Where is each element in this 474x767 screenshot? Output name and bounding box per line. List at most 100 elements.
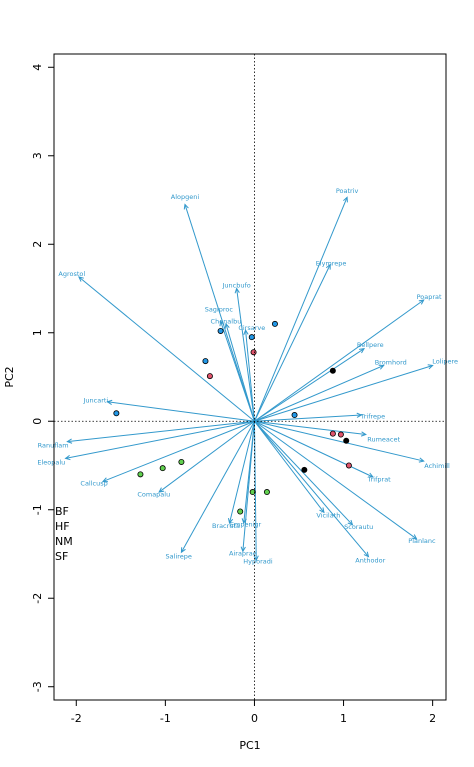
species-label-juncarti: Juncarti [82, 397, 108, 405]
species-label-elymrepe: Elymrepe [316, 259, 347, 267]
arrow-head-callcusp [101, 477, 109, 483]
point-sf [217, 327, 224, 334]
arrow-juncbufo [236, 288, 255, 422]
y-axis-title: PC2 [3, 366, 16, 387]
point-bf [343, 437, 350, 444]
species-label-lolipere: Lolipere [432, 358, 458, 366]
y-tick-label: 3 [31, 152, 44, 159]
point-nm [249, 489, 256, 496]
x-tick-label: 2 [429, 712, 436, 725]
arrow-head-trifprat [367, 472, 374, 478]
arrow-head-planlanc [411, 534, 418, 540]
point-hf [329, 430, 336, 437]
species-label-bracruta: Bracruta [212, 522, 240, 530]
group-label-nm: NM [55, 535, 73, 548]
arrow-head-chenalbu [224, 322, 230, 329]
species-label-trifrepe: Trifrepe [360, 412, 385, 420]
point-bf [329, 367, 336, 374]
axes: -2 -1 0 1 2 -3 -2 -1 0 1 2 3 4 [31, 53, 447, 725]
point-sf [202, 358, 209, 365]
arrow-head-bellpere [359, 348, 365, 354]
arrow-head-anthodor [363, 551, 370, 558]
point-nm [237, 508, 244, 515]
y-tick-label: -1 [31, 504, 44, 515]
arrow-airaprae [242, 421, 255, 552]
arrow-head-bracruta [227, 518, 234, 525]
point-sf [248, 334, 255, 341]
arrow-anthodor [254, 420, 369, 557]
group-labels: BF HF NM SF [55, 505, 73, 563]
arrow-head-comapalu [158, 487, 165, 493]
x-tick-label: -1 [160, 712, 171, 725]
arrow-chenalbu [225, 323, 255, 422]
arrow-vicilath [254, 420, 325, 513]
arrow-head-salirepe [180, 547, 186, 554]
arrow-head-alopgeni [183, 203, 189, 210]
arrow-head-juncarti [106, 399, 113, 405]
arrow-head-juncbufo [234, 287, 240, 294]
x-tick-label: 1 [340, 712, 347, 725]
arrow-cirsarve [245, 330, 255, 422]
point-nm [159, 465, 166, 472]
arrow-bellpere [254, 348, 365, 422]
arrow-trifrepe [254, 414, 362, 422]
arrow-head-achimill [418, 457, 425, 463]
point-sf [113, 410, 120, 417]
species-label-scorautu: Scorautu [344, 523, 373, 531]
arrow-head-poatriv [343, 196, 348, 203]
species-label-cirsarve: Cirsarve [238, 324, 265, 332]
species-label-ranuflam: Ranuflam [38, 442, 69, 450]
arrow-bracruta [229, 421, 255, 524]
species-label-poatriv: Poatriv [336, 187, 359, 195]
x-tick-label: 0 [251, 712, 258, 725]
point-sf [271, 320, 278, 327]
arrow-head-poaprat [418, 299, 425, 305]
arrow-trifprat [254, 420, 374, 478]
y-tick-label: -2 [31, 593, 44, 604]
arrow-elymrepe [254, 264, 331, 422]
species-label-achimill: Achimill [424, 462, 450, 470]
arrow-alopgeni [184, 204, 255, 422]
point-hf [345, 462, 352, 469]
arrow-head-airaprae [240, 546, 246, 553]
arrow-planlanc [254, 420, 417, 540]
arrow-ranuflam [67, 420, 255, 443]
point-nm [137, 471, 144, 478]
arrow-head-bromhord [378, 364, 385, 370]
arrow-achimill [254, 420, 424, 462]
group-label-hf: HF [55, 520, 70, 533]
species-label-trifprat: Trifprat [367, 475, 392, 483]
species-arrows: Alopgeni Poatriv Agrostol Elymrepe Juncbufo P… [37, 187, 458, 566]
y-tick-label: 0 [31, 418, 44, 425]
species-label-juncbufo: Juncbufo [222, 281, 251, 289]
arrow-agrostol [78, 276, 255, 422]
species-label-eleopalu: Eleopalu [37, 458, 65, 466]
species-label-bellpere: Bellpere [357, 341, 384, 349]
arrow-head-elymrepe [325, 263, 331, 270]
group-label-sf: SF [55, 550, 68, 563]
point-bf [301, 466, 308, 473]
arrow-scorautu [254, 420, 353, 526]
arrow-rumeacet [254, 420, 366, 436]
arrow-lolipere [254, 365, 433, 422]
arrow-head-trifrepe [356, 412, 363, 418]
species-label-anthodor: Anthodor [355, 557, 385, 565]
group-label-bf: BF [55, 505, 69, 518]
arrow-head-rumeacet [360, 431, 367, 437]
arrow-eleopalu [65, 420, 255, 459]
y-tick-label: 2 [31, 241, 44, 248]
arrow-poaprat [254, 299, 425, 422]
arrow-head-cirsarve [243, 328, 249, 335]
species-label-airaprae: Airaprae [229, 550, 257, 558]
arrow-juncarti [107, 401, 255, 422]
point-sf [291, 412, 298, 419]
species-label-callcusp: Callcusp [80, 480, 107, 488]
arrow-head-agrostol [78, 276, 84, 282]
arrow-head-vicilath [319, 507, 325, 514]
y-tick-label: 4 [31, 64, 44, 71]
arrow-callcusp [102, 420, 255, 482]
arrow-head-ranuflam [66, 438, 73, 444]
point-hf [206, 373, 213, 380]
arrow-sagiproc [220, 321, 255, 422]
